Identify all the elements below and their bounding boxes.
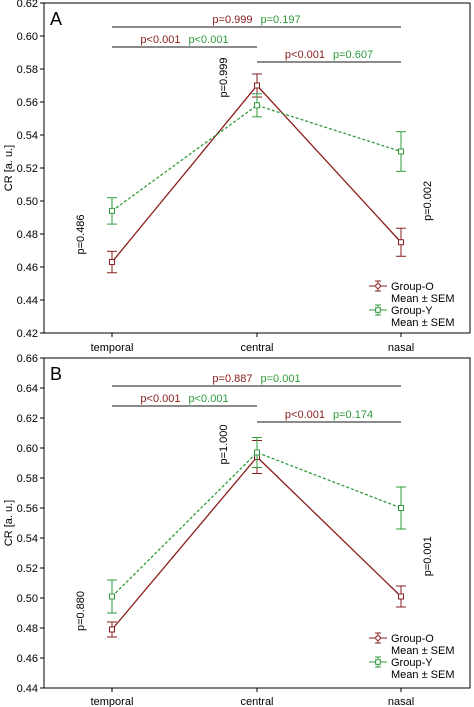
y-tick-label: 0.60 xyxy=(17,443,38,455)
legend-series-name: Group-O xyxy=(391,633,434,645)
comparison-p-group-o: p=0.999 xyxy=(212,14,252,26)
comparison-p-group-y: p=0.174 xyxy=(333,409,373,421)
y-tick-label: 0.66 xyxy=(17,353,38,365)
data-point xyxy=(398,505,404,511)
y-tick-label: 0.44 xyxy=(17,683,38,695)
y-tick-label: 0.46 xyxy=(17,262,38,274)
comparison-p-group-y: p<0.001 xyxy=(189,393,229,405)
y-tick-label: 0.48 xyxy=(17,623,38,635)
legend-symbol xyxy=(369,656,387,668)
y-tick-label: 0.62 xyxy=(17,0,38,10)
legend-symbol xyxy=(369,280,387,292)
y-axis-label: CR [a. u.] xyxy=(3,500,15,546)
group-difference-p-label: p=0.002 xyxy=(422,181,434,221)
group-difference-p-label: p=1.000 xyxy=(218,424,230,464)
data-point xyxy=(398,593,404,600)
x-tick-label: temporal xyxy=(91,342,134,354)
series-line-group-y xyxy=(111,104,402,212)
legend-series-subtitle: Mean ± SEM xyxy=(391,669,455,681)
panel-b: 0.44 0.46 0.48 0.50 0.52 0.54 0.56 0.58 0.60 0.62… xyxy=(3,353,471,707)
y-tick-label: 0.62 xyxy=(17,413,38,425)
data-point xyxy=(109,207,115,214)
legend-marker xyxy=(375,283,381,289)
y-tick-label: 0.46 xyxy=(17,653,38,665)
legend-series-subtitle: Mean ± SEM xyxy=(391,645,455,657)
y-tick-label: 0.50 xyxy=(17,593,38,605)
data-point xyxy=(109,593,115,600)
legend-series-name: Group-Y xyxy=(391,305,433,317)
legend-series-name: Group-O xyxy=(391,281,434,293)
comparison-p-group-y: p=0.607 xyxy=(333,49,373,61)
y-axis-label: CR [a. u.] xyxy=(3,145,15,191)
group-difference-p-label: p=0.999 xyxy=(218,57,230,97)
group-difference-p-label: p=0.880 xyxy=(75,591,87,631)
series-line-group-y xyxy=(111,451,402,597)
legend-marker xyxy=(375,307,381,313)
plot-frame xyxy=(43,2,471,334)
x-tick-label: nasal xyxy=(388,342,414,354)
data-point xyxy=(254,82,260,89)
data-point xyxy=(109,626,115,633)
comparison-p-group-o: p<0.001 xyxy=(140,34,180,46)
x-tick-label: nasal xyxy=(388,696,414,707)
panel-label: B xyxy=(50,364,62,384)
x-tick-label: central xyxy=(240,696,273,707)
y-tick-label: 0.48 xyxy=(17,229,38,241)
comparison-p-group-y: p<0.001 xyxy=(189,34,229,46)
legend-marker xyxy=(375,635,381,641)
legend-series-subtitle: Mean ± SEM xyxy=(391,293,455,305)
data-point xyxy=(254,449,260,456)
group-difference-p-label: p=0.486 xyxy=(75,214,87,254)
comparison-p-group-o: p<0.001 xyxy=(285,409,325,421)
data-point xyxy=(398,148,404,155)
y-tick-label: 0.52 xyxy=(17,163,38,175)
comparison-p-group-o: p<0.001 xyxy=(140,393,180,405)
y-tick-label: 0.58 xyxy=(17,64,38,76)
y-tick-label: 0.54 xyxy=(17,130,38,142)
legend-series-subtitle: Mean ± SEM xyxy=(391,317,455,329)
y-tick-label: 0.58 xyxy=(17,473,38,485)
legend-marker xyxy=(375,659,381,665)
y-tick-label: 0.56 xyxy=(17,97,38,109)
comparison-p-group-o: p=0.887 xyxy=(212,373,252,385)
y-tick-label: 0.44 xyxy=(17,295,38,307)
group-difference-p-label: p=0.001 xyxy=(422,536,434,576)
comparison-p-group-y: p=0.001 xyxy=(261,373,301,385)
data-point xyxy=(398,239,404,246)
plot-frame xyxy=(43,357,471,689)
legend-symbol xyxy=(369,304,387,316)
y-tick-label: 0.42 xyxy=(17,328,38,340)
data-point xyxy=(254,102,260,109)
legend-series-name: Group-Y xyxy=(391,657,433,669)
comparison-p-group-y: p=0.197 xyxy=(261,14,301,26)
y-tick-label: 0.54 xyxy=(17,533,38,545)
panel-a: 0.42 0.44 0.46 0.48 0.50 0.52 0.54 0.56 0.58 0.60… xyxy=(3,0,471,354)
comparison-p-group-o: p<0.001 xyxy=(285,49,325,61)
y-tick-label: 0.60 xyxy=(17,31,38,43)
y-tick-label: 0.52 xyxy=(17,563,38,575)
x-tick-label: temporal xyxy=(91,696,134,707)
legend-symbol xyxy=(369,632,387,644)
data-point xyxy=(109,259,115,266)
x-tick-label: central xyxy=(240,342,273,354)
y-tick-label: 0.56 xyxy=(17,503,38,515)
y-tick-label: 0.50 xyxy=(17,196,38,208)
panel-label: A xyxy=(50,9,62,29)
y-tick-label: 0.64 xyxy=(17,383,38,395)
